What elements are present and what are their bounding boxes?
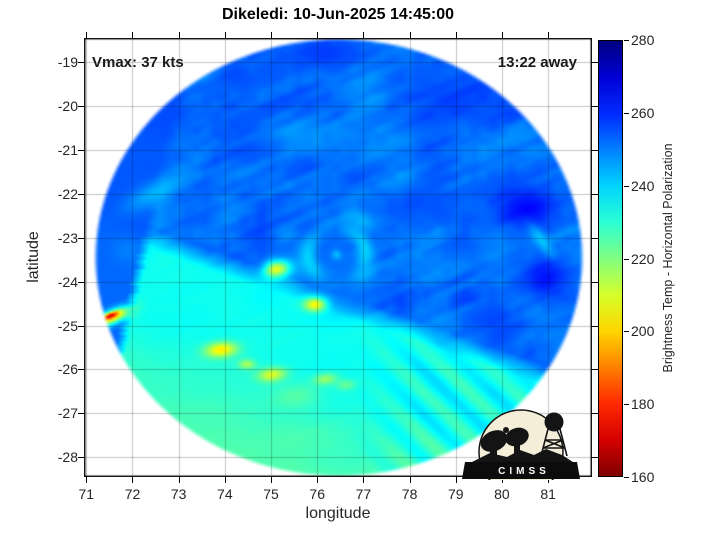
x-tick-mark [317, 477, 319, 483]
x-tick-mark [409, 477, 411, 483]
brightness-temp-heatmap [84, 38, 592, 477]
x-tick-mark [224, 477, 226, 483]
logo-ground-icon [468, 449, 576, 464]
x-tick-label: 81 [540, 486, 556, 502]
x-tick-label: 77 [355, 486, 372, 502]
y-tick-label: -24 [57, 273, 78, 290]
colorbar-tick-mark [624, 185, 629, 187]
y-tick-mark [78, 62, 84, 64]
x-tick-mark [548, 477, 550, 483]
y-tick-label: -19 [57, 54, 78, 71]
colorbar-tick-label: 200 [631, 323, 655, 340]
vmax-annotation: Vmax: 37 kts [92, 54, 184, 71]
x-tick-mark [132, 32, 134, 38]
x-tick-mark [132, 477, 134, 483]
colorbar-tick-mark [624, 404, 629, 406]
x-tick-label: 74 [217, 486, 233, 502]
y-tick-mark [78, 281, 84, 283]
colorbar-tick-mark [624, 258, 629, 260]
y-tick-mark [78, 237, 84, 239]
colorbar-tick-label: 280 [631, 32, 655, 48]
y-tick-label: -26 [57, 361, 78, 378]
water-tower-legs-icon [540, 428, 568, 457]
y-tick-mark [592, 237, 598, 239]
x-tick-mark [501, 32, 503, 38]
logo-text: CIMSS [498, 466, 550, 477]
x-tick-mark [455, 32, 457, 38]
y-tick-mark [78, 325, 84, 327]
y-tick-label: -25 [57, 317, 78, 334]
x-tick-mark [317, 32, 319, 38]
x-tick-label: 72 [124, 486, 141, 502]
y-tick-label: -27 [57, 405, 78, 422]
y-tick-mark [78, 369, 84, 371]
y-tick-mark [592, 106, 598, 108]
colorbar-tick-label: 160 [631, 469, 655, 485]
logo-banner [462, 462, 580, 479]
y-tick-mark [78, 193, 84, 195]
colorbar-tick-mark [624, 331, 629, 333]
satellite-dishes-icon [480, 427, 529, 459]
x-tick-mark [224, 32, 226, 38]
x-tick-label: 76 [309, 486, 325, 502]
y-tick-label: -23 [57, 229, 78, 246]
colorbar-tick-label: 220 [631, 250, 655, 267]
y-tick-mark [592, 413, 598, 415]
y-tick-label: -28 [57, 449, 78, 466]
x-axis-label: longitude [305, 505, 371, 522]
x-tick-mark [178, 32, 180, 38]
time-away-annotation: 13:22 away [497, 54, 577, 71]
colorbar-tick-label: 260 [631, 104, 655, 121]
y-tick-mark [78, 457, 84, 459]
colorbar-tick-mark [624, 112, 629, 114]
x-tick-mark [501, 477, 503, 483]
colorbar-tick-mark [624, 477, 629, 478]
x-tick-mark [363, 32, 365, 38]
colorbar-label: Brightness Temp - Horizontal Polarizatio… [661, 143, 675, 373]
x-tick-label: 80 [494, 486, 510, 502]
water-tower-tank-icon [544, 412, 564, 432]
y-tick-label: -20 [57, 98, 78, 115]
x-tick-label: 75 [263, 486, 279, 502]
chart-title: Dikeledi: 10-Jun-2025 14:45:00 [221, 6, 455, 23]
x-tick-mark [178, 477, 180, 483]
colorbar-tick-label: 180 [631, 396, 655, 413]
y-tick-label: -21 [57, 141, 78, 158]
y-tick-mark [592, 281, 598, 283]
x-tick-mark [409, 32, 411, 38]
y-tick-mark [78, 106, 84, 108]
x-tick-mark [86, 32, 88, 38]
y-tick-mark [592, 62, 598, 64]
x-tick-mark [86, 477, 88, 483]
y-tick-mark [592, 369, 598, 371]
y-tick-mark [592, 457, 598, 459]
x-tick-mark [363, 477, 365, 483]
y-tick-mark [592, 149, 598, 151]
x-tick-label: 73 [170, 486, 187, 502]
x-tick-label: 71 [78, 486, 95, 502]
cimss-logo: CIMSS [462, 409, 580, 480]
y-tick-mark [592, 325, 598, 327]
x-tick-label: 78 [401, 486, 418, 502]
x-tick-mark [455, 477, 457, 483]
x-tick-mark [548, 32, 550, 38]
colorbar [598, 40, 623, 477]
y-tick-mark [78, 413, 84, 415]
y-tick-label: -22 [57, 185, 78, 202]
y-tick-mark [78, 149, 84, 151]
x-tick-label: 79 [447, 486, 464, 502]
colorbar-tick-label: 240 [631, 177, 655, 194]
x-tick-mark [271, 477, 273, 483]
x-tick-mark [271, 32, 273, 38]
colorbar-tick-mark [624, 40, 629, 41]
y-tick-mark [592, 193, 598, 195]
